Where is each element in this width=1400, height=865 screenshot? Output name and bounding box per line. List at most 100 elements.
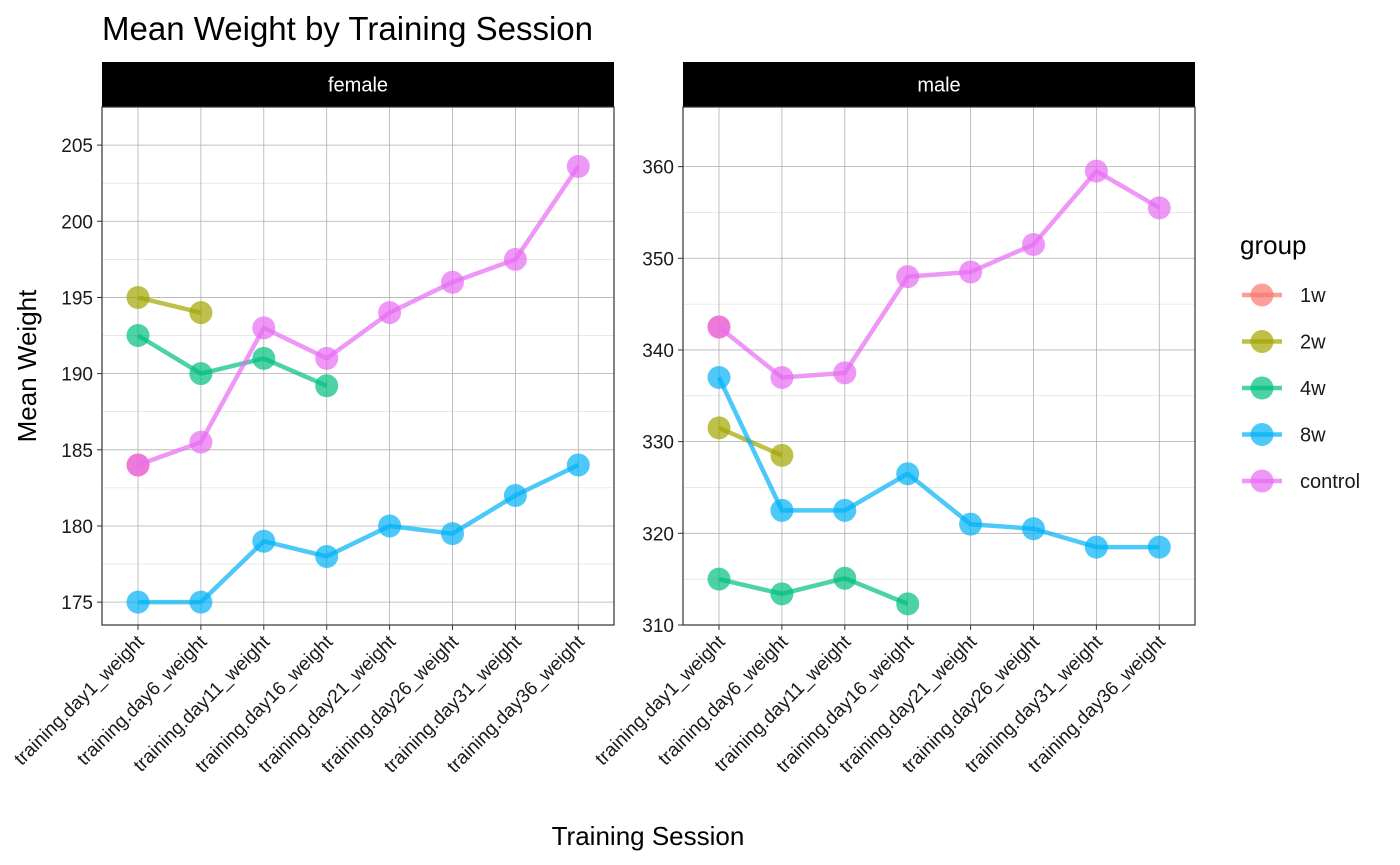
data-point — [896, 592, 920, 616]
data-point — [189, 430, 213, 454]
data-point — [378, 514, 402, 538]
facet-strip — [683, 62, 1195, 107]
panel-background — [102, 107, 614, 625]
data-point — [770, 365, 794, 389]
y-tick-label: 180 — [61, 517, 93, 538]
y-tick-label: 320 — [642, 524, 674, 545]
facet-strip-label: male — [917, 75, 960, 97]
data-point — [770, 582, 794, 606]
data-point — [189, 590, 213, 614]
data-point — [315, 374, 339, 398]
legend-entry-4w: 4w — [1242, 376, 1326, 400]
legend-key-point — [1250, 376, 1274, 400]
panel-border — [101, 106, 615, 626]
data-point — [1022, 233, 1045, 257]
series-control — [126, 154, 590, 477]
x-axis-title: Training Session — [552, 821, 745, 851]
y-tick-label: 185 — [61, 441, 93, 462]
chart-title: Mean Weight by Training Session — [102, 10, 593, 47]
series-8w — [707, 365, 1171, 559]
legend-label: control — [1300, 471, 1360, 493]
data-point — [252, 529, 276, 553]
series-2w — [707, 416, 794, 467]
data-point — [833, 498, 857, 522]
data-point — [252, 316, 276, 340]
y-tick-label: 190 — [61, 365, 93, 386]
data-point — [1147, 535, 1171, 559]
legend-label: 4w — [1300, 378, 1326, 400]
data-point — [126, 324, 150, 348]
y-tick-label: 340 — [642, 341, 674, 362]
data-point — [126, 285, 150, 309]
legend-entry-8w: 8w — [1242, 423, 1326, 447]
legend-entry-control: control — [1242, 469, 1360, 493]
data-point — [1022, 517, 1045, 541]
data-point — [770, 498, 794, 522]
facet-strip-label: female — [328, 75, 388, 97]
y-tick-label: 195 — [61, 288, 93, 309]
legend-key-point — [1250, 283, 1274, 307]
data-point — [566, 453, 590, 477]
data-point — [441, 270, 464, 294]
legend-title: group — [1240, 230, 1307, 260]
data-point — [959, 512, 983, 536]
series-8w — [126, 453, 590, 614]
y-axis-title: Mean Weight — [12, 289, 42, 442]
series-line — [718, 575, 909, 606]
data-point — [315, 544, 339, 568]
legend-label: 1w — [1300, 285, 1326, 307]
y-tick-label: 205 — [61, 136, 93, 157]
y-tick-label: 360 — [642, 158, 674, 179]
data-point — [441, 522, 464, 546]
data-point — [1084, 535, 1108, 559]
data-point — [707, 315, 731, 339]
panel-male: male310320330340350360training.day1_weig… — [591, 62, 1196, 777]
data-point — [315, 346, 339, 370]
series-4w — [707, 566, 920, 616]
panel-border — [682, 106, 1196, 626]
data-point — [707, 365, 731, 389]
data-point — [896, 265, 920, 289]
data-point — [896, 462, 920, 486]
panels-layer: female175180185190195200205training.day1… — [10, 62, 1196, 777]
legend-key-point — [1250, 469, 1274, 493]
legend-label: 8w — [1300, 425, 1326, 447]
legend-entry-2w: 2w — [1242, 330, 1326, 354]
data-point — [252, 346, 276, 370]
data-point — [126, 453, 150, 477]
y-tick-label: 175 — [61, 593, 93, 614]
series-2w — [126, 285, 213, 325]
data-point — [503, 247, 527, 271]
y-tick-label: 350 — [642, 249, 674, 270]
facet-strip — [102, 62, 614, 107]
legend-key-point — [1250, 330, 1274, 353]
data-point — [189, 301, 213, 325]
data-point — [503, 484, 527, 507]
data-point — [378, 301, 402, 325]
data-point — [189, 362, 213, 386]
data-point — [566, 154, 590, 178]
data-point — [770, 443, 794, 467]
data-point — [1084, 159, 1108, 183]
data-point — [959, 260, 983, 284]
legend-label: 2w — [1300, 332, 1326, 354]
data-point — [126, 590, 150, 614]
data-point — [707, 567, 731, 591]
legend-key-point — [1250, 423, 1274, 446]
y-tick-label: 310 — [642, 616, 674, 637]
data-point — [833, 566, 857, 590]
data-point — [707, 416, 731, 440]
series-line — [138, 462, 580, 605]
legend: group 1w 2w 4w 8w control — [1240, 230, 1360, 493]
panel-female: female175180185190195200205training.day1… — [10, 62, 615, 777]
data-point — [833, 361, 857, 385]
series-control — [707, 159, 1171, 389]
series-4w — [126, 324, 339, 398]
series-line — [136, 333, 328, 388]
y-tick-label: 330 — [642, 433, 674, 454]
y-tick-label: 200 — [61, 212, 93, 233]
legend-entry-1w: 1w — [1242, 283, 1326, 307]
data-point — [1147, 196, 1171, 220]
